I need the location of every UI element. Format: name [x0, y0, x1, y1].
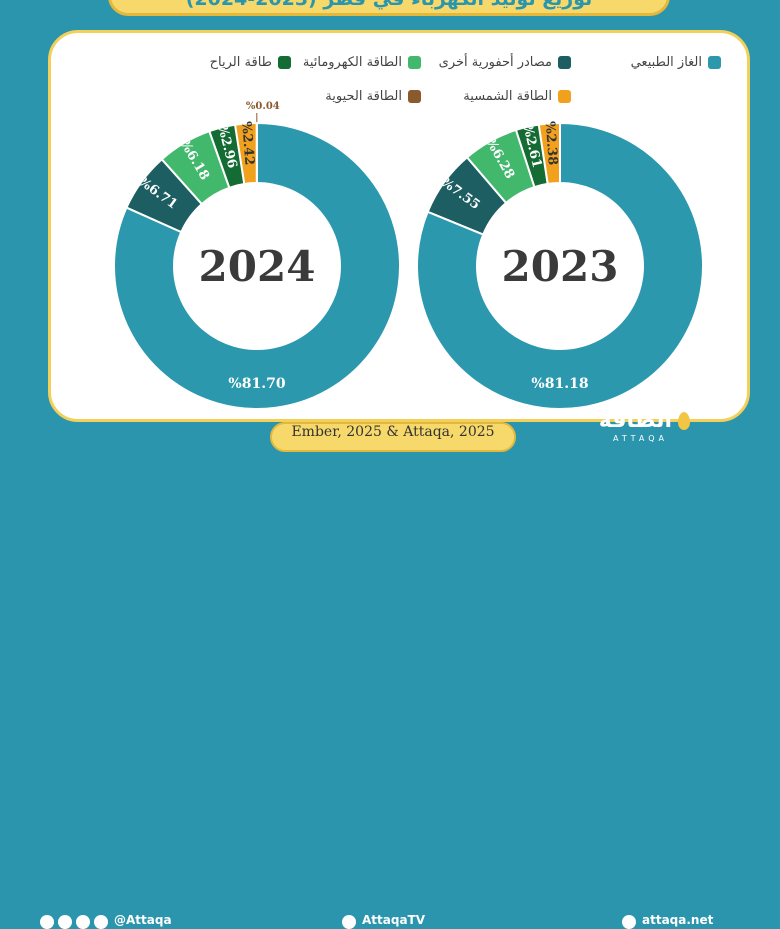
- legend-item-gas: الغاز الطبيعي: [631, 55, 721, 70]
- chart-title: توزيع توليد الكهرباء في قطر (2023-2024): [108, 0, 670, 16]
- x-icon[interactable]: [40, 915, 54, 929]
- legend-item-bio: الطاقة الحيوية: [325, 89, 421, 104]
- tv-icon[interactable]: [342, 915, 356, 929]
- social-strip: @Attaqa AttaqaTV attaqa.net: [0, 456, 780, 470]
- facebook-icon[interactable]: [94, 915, 108, 929]
- legend-label-hydro: الطاقة الكهرومائية: [303, 55, 402, 70]
- legend-item-wind: طاقة الرياح: [210, 55, 291, 70]
- source-text: Ember, 2025 & Attaqa, 2025: [291, 424, 494, 440]
- legend-swatch-gas: [708, 56, 721, 69]
- legend: الغاز الطبيعي مصادر أحفورية أخرى الطاقة ال…: [201, 55, 721, 135]
- legend-label-wind: طاقة الرياح: [210, 55, 272, 70]
- legend-swatch-bio: [408, 90, 421, 103]
- legend-item-solar: الطاقة الشمسية: [463, 89, 571, 104]
- logo-drop-icon: [678, 412, 690, 430]
- legend-label-bio: الطاقة الحيوية: [325, 89, 402, 104]
- legend-item-hydro: الطاقة الكهرومائية: [303, 55, 421, 70]
- legend-label-other_fossil: مصادر أحفورية أخرى: [439, 55, 552, 70]
- chart-card: الغاز الطبيعي مصادر أحفورية أخرى الطاقة ال…: [48, 30, 750, 422]
- legend-item-other_fossil: مصادر أحفورية أخرى: [439, 55, 571, 70]
- globe-icon[interactable]: [622, 915, 636, 929]
- chart-title-text: توزيع توليد الكهرباء في قطر (2023-2024): [186, 0, 593, 10]
- logo-english: ATTAQA: [613, 434, 668, 443]
- attaqa-logo: الطاقة ATTAQA: [582, 408, 690, 444]
- legend-swatch-hydro: [408, 56, 421, 69]
- logo-arabic: الطاقة: [599, 408, 672, 433]
- legend-label-gas: الغاز الطبيعي: [631, 55, 702, 70]
- source-label: Ember, 2025 & Attaqa, 2025: [270, 422, 516, 452]
- legend-swatch-other_fossil: [558, 56, 571, 69]
- social-handle: @Attaqa: [114, 913, 172, 927]
- legend-swatch-solar: [558, 90, 571, 103]
- legend-swatch-wind: [278, 56, 291, 69]
- website-handle: attaqa.net: [642, 913, 713, 927]
- legend-label-solar: الطاقة الشمسية: [463, 89, 552, 104]
- instagram-icon[interactable]: [58, 915, 72, 929]
- youtube-icon[interactable]: [76, 915, 90, 929]
- tv-handle: AttaqaTV: [362, 913, 425, 927]
